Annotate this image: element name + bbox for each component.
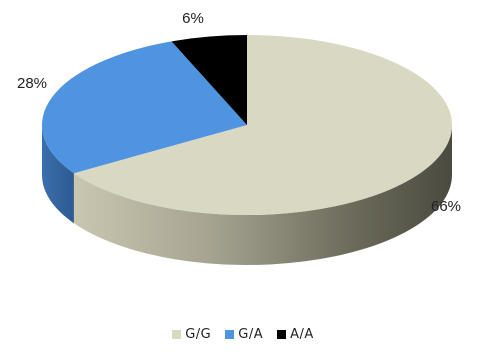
legend-label-ga: G/A (238, 327, 264, 342)
pie-slice-aa (171, 35, 247, 125)
pie-label-aa: 6% (182, 10, 204, 27)
legend-item-ga: G/A (225, 327, 263, 342)
pie-label-gg: 66% (431, 198, 461, 215)
pie-slice-gg (73, 35, 452, 215)
legend-swatch-aa (277, 330, 287, 339)
pie-side-ga (42, 125, 74, 224)
pie-slice-ga (41, 41, 247, 174)
legend: G/G G/A A/A (0, 327, 486, 342)
pie-side-gg (73, 125, 452, 265)
legend-swatch-ga (225, 330, 235, 339)
legend-item-gg: G/G (172, 327, 211, 342)
legend-item-aa: A/A (277, 327, 314, 342)
legend-swatch-gg (172, 330, 182, 339)
pie-label-ga: 28% (17, 75, 47, 92)
legend-label-gg: G/G (185, 327, 212, 342)
legend-label-aa: A/A (290, 327, 314, 342)
